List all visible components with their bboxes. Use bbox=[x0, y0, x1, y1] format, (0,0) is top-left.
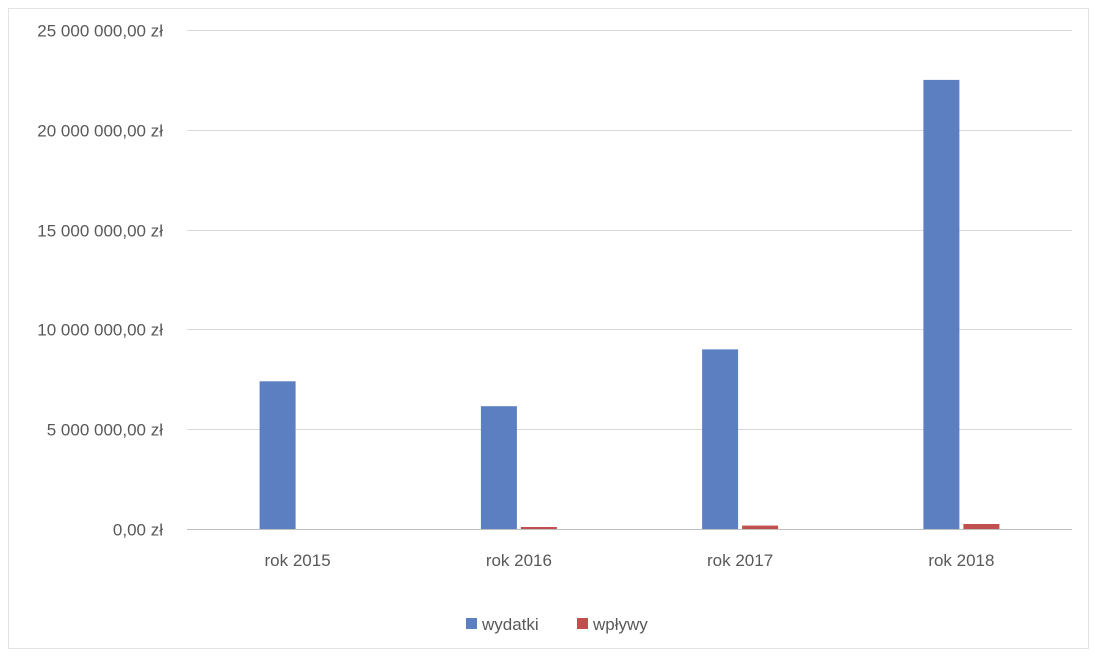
bar-wydatki-2 bbox=[702, 349, 739, 529]
y-tick-label: 5 000 000,00 zł bbox=[47, 421, 163, 440]
bar-wydatki-1 bbox=[480, 406, 517, 529]
y-tick-label: 15 000 000,00 zł bbox=[37, 222, 163, 241]
y-tick-label: 20 000 000,00 zł bbox=[37, 122, 163, 141]
y-tick-labels: 0,00 zł 5 000 000,00 zł 10 000 000,00 zł 15… bbox=[37, 22, 163, 540]
bar-wplywy-2 bbox=[742, 525, 779, 529]
bars bbox=[259, 79, 1000, 530]
x-tick-label: rok 2018 bbox=[928, 551, 994, 570]
x-tick-labels: rok 2015 rok 2016 rok 2017 rok 2018 bbox=[265, 551, 995, 570]
legend: wydatki wpływy bbox=[466, 615, 648, 634]
legend-swatch-1 bbox=[577, 618, 588, 629]
x-tick-label: rok 2015 bbox=[265, 551, 331, 570]
bar-wplywy-3 bbox=[963, 524, 1000, 529]
x-tick-label: rok 2016 bbox=[486, 551, 552, 570]
chart-border bbox=[8, 8, 1089, 649]
x-tick-label: rok 2017 bbox=[707, 551, 773, 570]
legend-label-1: wpływy bbox=[592, 615, 648, 634]
y-tick-label: 0,00 zł bbox=[113, 521, 163, 540]
bar-wplywy-1 bbox=[520, 527, 557, 529]
y-tick-label: 25 000 000,00 zł bbox=[37, 22, 163, 41]
y-tick-label: 10 000 000,00 zł bbox=[37, 321, 163, 340]
legend-label-0: wydatki bbox=[481, 615, 539, 634]
legend-swatch-0 bbox=[466, 618, 477, 629]
bar-wydatki-3 bbox=[923, 79, 960, 530]
bar-wydatki-0 bbox=[259, 381, 296, 529]
